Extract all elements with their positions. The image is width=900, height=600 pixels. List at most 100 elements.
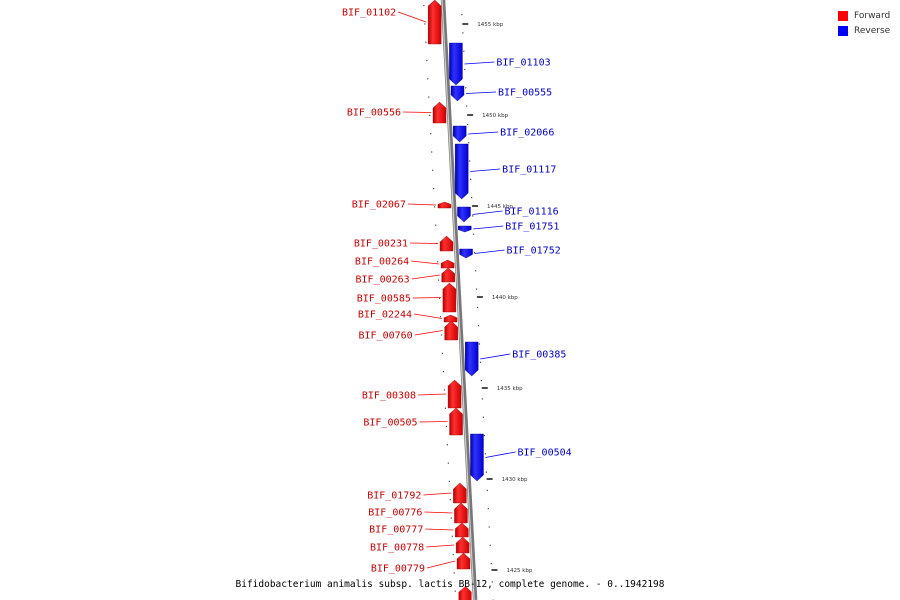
track-dot — [430, 133, 432, 135]
track-dot — [445, 425, 447, 428]
gene-label-bif-00504: BIF_00504 — [517, 448, 571, 459]
track-dot — [424, 23, 426, 25]
track-dot — [478, 343, 481, 345]
gene-leader-line — [412, 297, 441, 299]
gene-label-bif-02244: BIF_02244 — [358, 310, 412, 321]
track-dot — [450, 517, 452, 519]
gene-label-bif-00263: BIF_00263 — [356, 275, 410, 286]
gene-label-bif-00385: BIF_00385 — [512, 350, 566, 361]
track-dot — [465, 87, 467, 89]
track-dot — [452, 554, 454, 556]
track-dot — [477, 325, 480, 327]
gene-arrow-bif-01751 — [458, 225, 472, 233]
legend-reverse: Reverse — [838, 23, 890, 38]
legend-reverse-label: Reverse — [854, 25, 891, 36]
gene-arrow-bif-01102 — [427, 0, 442, 45]
gene-leader-line — [411, 274, 440, 280]
track-dot — [491, 581, 493, 583]
gene-arrow-bif-00776 — [454, 502, 468, 524]
track-dot — [471, 197, 473, 199]
track-dot — [488, 526, 490, 528]
gene-arrow-bif-00385 — [465, 341, 479, 377]
gene-leader-line — [470, 168, 501, 172]
gene-leader-line — [468, 131, 499, 135]
track-dot — [446, 444, 448, 446]
scale-ticks: 1455 kbp 1450 kbp 1445 kbp 1440 kbp 1435 kbp… — [462, 22, 533, 574]
scale-tick-label: 1435 kbp — [497, 386, 523, 392]
scale-tick-label: 1440 kbp — [492, 295, 518, 301]
track-dot — [476, 306, 479, 308]
track-dot — [441, 352, 444, 354]
gene-leader-line — [419, 421, 448, 423]
legend-forward: Forward — [838, 8, 890, 23]
gene-label-bif-00231: BIF_00231 — [354, 239, 408, 250]
gene-label-bif-00760: BIF_00760 — [358, 331, 412, 342]
scale-tick-label: 1425 kbp — [506, 568, 532, 574]
scale-tick-label: 1455 kbp — [477, 22, 503, 28]
gene-arrow-bif-00505 — [449, 407, 463, 436]
track-dot — [461, 14, 463, 16]
gene-arrow-bif-00231 — [439, 235, 454, 252]
gene-label-bif-01103: BIF_01103 — [496, 58, 550, 69]
track-dot — [437, 279, 440, 281]
track-dot — [468, 142, 470, 144]
track-dot — [481, 398, 484, 400]
gene-leader-line — [464, 61, 495, 65]
track-dot — [453, 572, 455, 574]
gene-label-bif-02067: BIF_02067 — [352, 200, 406, 211]
gene-label-bif-01792: BIF_01792 — [367, 491, 421, 502]
gene-arrow-bif-00778 — [455, 536, 470, 554]
track-dot — [463, 50, 465, 52]
gene-arrow-bif-00777 — [455, 522, 469, 538]
gene-leader-line — [480, 353, 511, 360]
track-dot — [466, 105, 468, 107]
gene-label-bif-01102: BIF_01102 — [342, 8, 396, 19]
gene-leader-line — [485, 451, 516, 458]
gene-leader-line — [465, 91, 497, 94]
track-dot — [451, 535, 453, 537]
track-dot — [485, 471, 487, 473]
track-dot — [490, 563, 492, 565]
gene-leader-line — [426, 544, 455, 548]
gene-leader-line — [414, 330, 443, 336]
track-dot — [425, 41, 427, 43]
track-dot — [426, 59, 428, 62]
track-dot — [440, 334, 443, 336]
gene-leader-line — [398, 11, 427, 23]
track-dot — [434, 206, 436, 208]
track-dot — [483, 434, 485, 437]
gene-label-bif-00778: BIF_00778 — [370, 543, 424, 554]
gene-leader-line — [472, 210, 503, 215]
gene-arrow-bif-00263 — [441, 267, 455, 283]
track-dot — [464, 68, 466, 71]
gene-arrow-bif-00556 — [432, 101, 447, 124]
gene-label-bif-00779: BIF_00779 — [371, 564, 425, 575]
track-dot — [423, 5, 425, 7]
forward-swatch — [838, 10, 848, 21]
gene-label-bif-01117: BIF_01117 — [502, 165, 556, 176]
track-dot — [447, 462, 449, 464]
gene-leader-line — [425, 528, 454, 531]
track-dot — [480, 380, 483, 382]
track-dot — [428, 96, 430, 98]
backbone-track — [423, 0, 494, 600]
track-dot — [429, 114, 431, 116]
track-dot — [470, 178, 472, 180]
gene-label-bif-00556: BIF_00556 — [347, 108, 401, 119]
track-dot — [432, 169, 434, 171]
gene-leader-line — [423, 492, 452, 496]
track-dot — [473, 251, 476, 254]
gene-arrow-bif-00504 — [470, 433, 484, 482]
gene-leader-line — [474, 249, 505, 254]
gene-label-bif-01116: BIF_01116 — [504, 207, 558, 218]
legend-forward-label: Forward — [854, 10, 891, 21]
gene-arrow-bif-00585 — [442, 282, 457, 313]
gene-leader-line — [410, 242, 439, 244]
gene-label-bif-00585: BIF_00585 — [357, 294, 411, 305]
gene-leader-line — [411, 260, 440, 265]
scale-tick-label: 1450 kbp — [482, 113, 508, 119]
genome-caption: Bifidobacterium animalis subsp. lactis B… — [235, 579, 665, 590]
track-dot — [431, 151, 433, 153]
track-dot — [475, 288, 478, 290]
